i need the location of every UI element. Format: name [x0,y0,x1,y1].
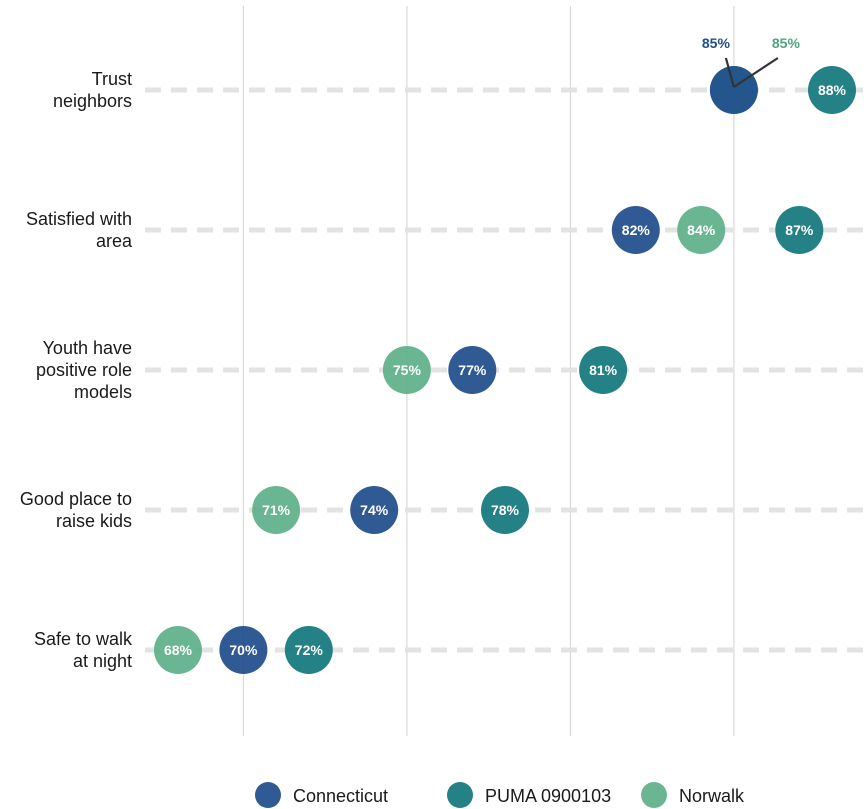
dot-connecticut [350,486,399,534]
category-label: neighbors [53,91,132,111]
legend-label: Connecticut [293,786,388,806]
value-label: 77% [458,362,487,378]
category-label: Youth have [43,338,132,358]
dot-connecticut [448,346,497,394]
category-label: at night [73,651,132,671]
category-label: Satisfied with [26,209,132,229]
dot-norwalk [382,346,431,394]
dot-connecticut [219,626,268,674]
value-label: 68% [164,642,193,658]
value-label: 87% [785,222,814,238]
value-label: 82% [622,222,651,238]
category-label: Good place to [20,489,132,509]
value-label: 71% [262,502,291,518]
category-label: area [96,231,133,251]
value-label: 78% [491,502,520,518]
legend-swatch [255,782,281,808]
legend-swatch [447,782,473,808]
category-label: models [74,382,132,402]
dot-connecticut [611,206,660,254]
category-label: raise kids [56,511,132,531]
data-points: 88% 85% 85% 82% 87% 84% 77% 81% 75% 74% 78% 71% 70% 7… [154,35,856,674]
value-label: 84% [687,222,716,238]
value-label: 81% [589,362,618,378]
dot-puma-0900103 [284,626,333,674]
value-label: 85% [772,35,801,51]
category-label: Trust [92,69,132,89]
dot-puma-0900103 [775,206,824,254]
category-label: positive role [36,360,132,380]
leader-line [733,57,779,88]
dot-norwalk [252,486,301,534]
legend-label: PUMA 0900103 [485,786,611,806]
value-label: 72% [295,642,324,658]
dot-puma-0900103 [579,346,628,394]
dot-puma-0900103 [481,486,529,534]
value-label: 70% [229,642,258,658]
dot-connecticut [709,66,758,114]
dot-puma-0900103 [808,66,856,114]
category-label: Safe to walk [34,629,133,649]
value-label: 74% [360,502,389,518]
legend-label: Norwalk [679,786,745,806]
value-label: 88% [818,82,847,98]
value-label: 85% [702,35,731,51]
legend: Connecticut PUMA 0900103 Norwalk [255,782,745,808]
dot-norwalk [154,626,202,674]
legend-swatch [641,782,667,808]
value-label: 75% [393,362,422,378]
leader-line [724,57,735,88]
dot-norwalk [677,206,726,254]
